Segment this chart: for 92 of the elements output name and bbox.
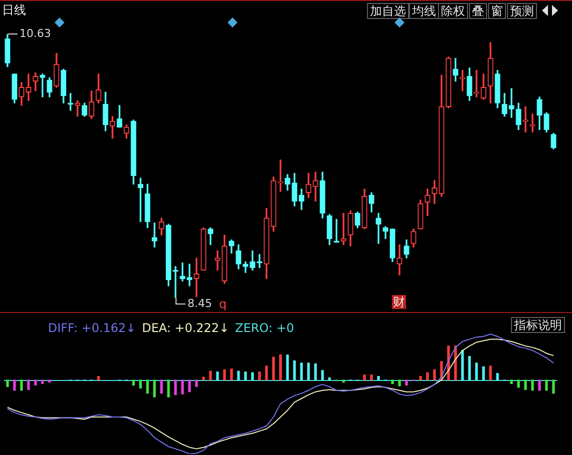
text: 加自选 [367,3,409,19]
bar [538,380,541,391]
candlestick [194,258,200,298]
bar [300,362,303,380]
bar [20,380,23,391]
bar [195,380,198,387]
bar [489,366,492,380]
bar [223,369,226,380]
candlestick [312,172,318,202]
candlestick [214,250,220,270]
bar [545,380,548,391]
bar [244,372,247,380]
bar [307,362,310,380]
text: DEA: +0.222↓ [142,321,230,335]
bar [153,380,156,398]
bar [258,372,261,380]
bar [202,376,205,380]
bar [160,380,163,394]
candlestick [138,178,144,222]
bar [363,374,366,380]
candlestick [180,262,186,282]
bar [433,369,436,380]
text: 窗 [488,3,506,19]
bar [132,380,135,386]
bar [510,380,513,384]
bar [237,370,240,380]
bar [552,380,555,394]
bar [328,377,331,380]
candlestick [40,74,46,98]
bar [209,370,212,380]
text: 除权 [438,3,468,19]
text: 预测 [507,3,537,19]
text: DIFF: +0.162↓ [48,321,136,335]
bar [342,380,345,383]
bar [482,366,485,380]
bar [230,368,233,380]
annotation: 财 [392,295,406,309]
bar [370,374,373,380]
bar [97,376,100,380]
bar [419,376,422,380]
bar [216,372,219,380]
text: 指标说明 [511,317,565,333]
bar [426,372,429,380]
bar [391,380,394,384]
bar [265,366,268,380]
bar [181,380,184,394]
bar [321,370,324,380]
bar [146,380,149,394]
annotation: q [219,297,227,311]
bar [188,380,191,392]
candlestick [110,116,116,138]
candlestick [74,100,80,117]
bar [139,380,142,388]
bar [272,356,275,380]
bar [468,356,471,380]
bar [531,380,534,391]
bar [293,360,296,380]
bar [279,354,282,380]
bar [167,380,170,398]
text: 均线 [409,3,439,19]
bar [377,376,380,380]
candlestick [530,114,536,132]
text: 叠 [469,3,487,19]
chart-title: 日线 [2,3,26,17]
bar [398,380,401,386]
bar [405,380,408,386]
bar [13,380,16,391]
bar [48,380,51,383]
bar [524,380,527,390]
bar [517,380,520,388]
candlestick [508,88,514,118]
ref-line-label: ZERO: +0 [235,321,294,335]
annotation: 8.45 [188,296,212,310]
bar [6,380,9,387]
annotation: 10.63 [20,26,51,40]
candlestick [340,212,346,246]
bar [496,373,499,380]
bar [27,380,30,390]
bar [461,350,464,380]
candlestick [396,244,402,276]
candlestick [152,222,158,248]
bar [286,354,289,380]
bar [34,380,37,386]
bar [41,380,44,384]
bar [475,362,478,380]
bar [174,380,177,396]
candlestick [376,212,382,244]
candlestick [26,74,32,101]
candlestick [278,160,284,192]
bar [314,363,317,380]
candlestick [186,264,192,286]
bar [251,372,254,380]
